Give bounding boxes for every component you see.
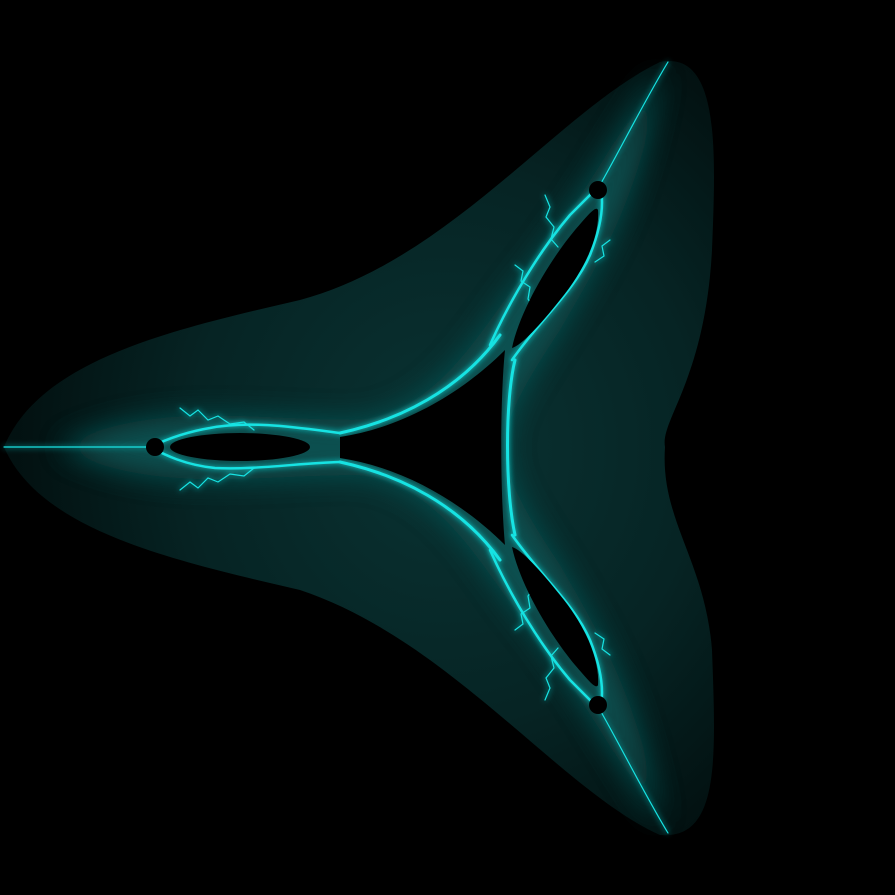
lower-lobe — [512, 547, 599, 687]
upper-fringe — [514, 194, 611, 310]
lower-bulb — [589, 696, 607, 714]
lower-fringe — [514, 585, 611, 701]
left-lobe — [170, 433, 310, 461]
upper-filament — [599, 61, 669, 186]
inner-right-edge — [506, 358, 517, 537]
lower-filament — [599, 709, 669, 834]
left-fringe — [179, 407, 255, 491]
central-body — [340, 350, 505, 545]
left-bulb — [146, 438, 164, 456]
upper-lobe — [512, 208, 599, 348]
inner-left-lower-edge — [338, 460, 502, 562]
inner-left-upper-edge — [338, 333, 502, 435]
upper-bulb — [589, 181, 607, 199]
fractal-interior — [146, 181, 607, 714]
